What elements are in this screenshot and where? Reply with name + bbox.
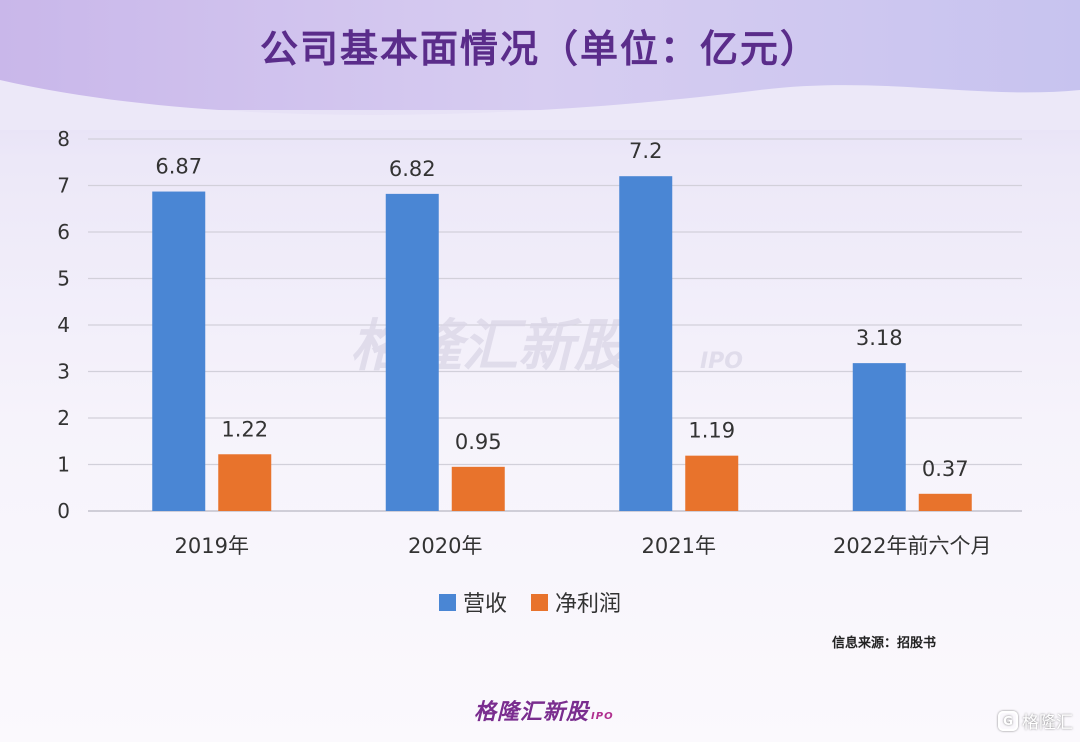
- data-label: 1.19: [688, 419, 735, 443]
- profit-bar: [685, 455, 739, 511]
- y-tick-label: 8: [57, 127, 70, 151]
- x-axis-ticks: 2019年 2020年 2021年 2022年前六个月: [175, 534, 992, 558]
- y-tick-label: 3: [57, 360, 70, 384]
- watermark-suffix: IPO: [700, 349, 743, 374]
- brand-logo-icon: G: [998, 710, 1018, 731]
- legend-swatch-revenue: [439, 594, 456, 611]
- y-axis-ticks: 0 1 2 3 4 5 6 7 8: [57, 127, 70, 523]
- corner-badge-text: 格隆汇: [1022, 713, 1073, 733]
- y-tick-label: 4: [57, 313, 70, 337]
- data-label: 6.82: [389, 157, 436, 181]
- revenue-bar: [852, 363, 906, 511]
- legend-label: 净利润: [555, 592, 621, 617]
- legend: 营收 净利润: [439, 592, 621, 617]
- bars: [152, 176, 972, 512]
- data-label: 0.95: [455, 430, 502, 454]
- legend-swatch-profit: [531, 594, 548, 611]
- footer-logo: 格隆汇新股 IPO: [474, 694, 614, 726]
- data-labels: 6.87 1.22 6.82 0.95 7.2 1.19 3.18 0.37: [155, 139, 968, 481]
- data-label: 1.22: [221, 417, 268, 441]
- profit-bar: [451, 466, 505, 511]
- y-tick-label: 2: [57, 406, 70, 430]
- profit-bar: [218, 454, 272, 511]
- corner-badge: G 格隆汇: [998, 708, 1073, 733]
- y-tick-label: 1: [57, 453, 70, 477]
- y-tick-label: 7: [57, 174, 70, 198]
- x-tick-label: 2020年: [408, 534, 482, 558]
- x-tick-label: 2021年: [642, 534, 716, 558]
- y-tick-label: 0: [57, 499, 70, 523]
- revenue-bar: [385, 193, 439, 511]
- data-label: 6.87: [155, 155, 202, 179]
- chart-title: 公司基本面情况（单位：亿元）: [259, 27, 820, 71]
- source-note: 信息来源：招股书: [832, 636, 937, 651]
- legend-label: 营收: [463, 592, 507, 617]
- header-wave: [0, 80, 1080, 130]
- footer-brand: 格隆汇新股: [474, 700, 590, 725]
- y-tick-label: 5: [57, 267, 70, 291]
- data-label: 7.2: [629, 139, 662, 163]
- footer-brand-suffix: IPO: [591, 711, 614, 722]
- x-tick-label: 2022年前六个月: [833, 534, 991, 558]
- y-tick-label: 6: [57, 220, 70, 244]
- data-label: 3.18: [856, 326, 903, 350]
- profit-bar: [918, 493, 972, 511]
- x-tick-label: 2019年: [175, 534, 249, 558]
- revenue-bar: [619, 176, 673, 511]
- revenue-bar: [152, 191, 206, 512]
- data-label: 0.37: [922, 457, 969, 481]
